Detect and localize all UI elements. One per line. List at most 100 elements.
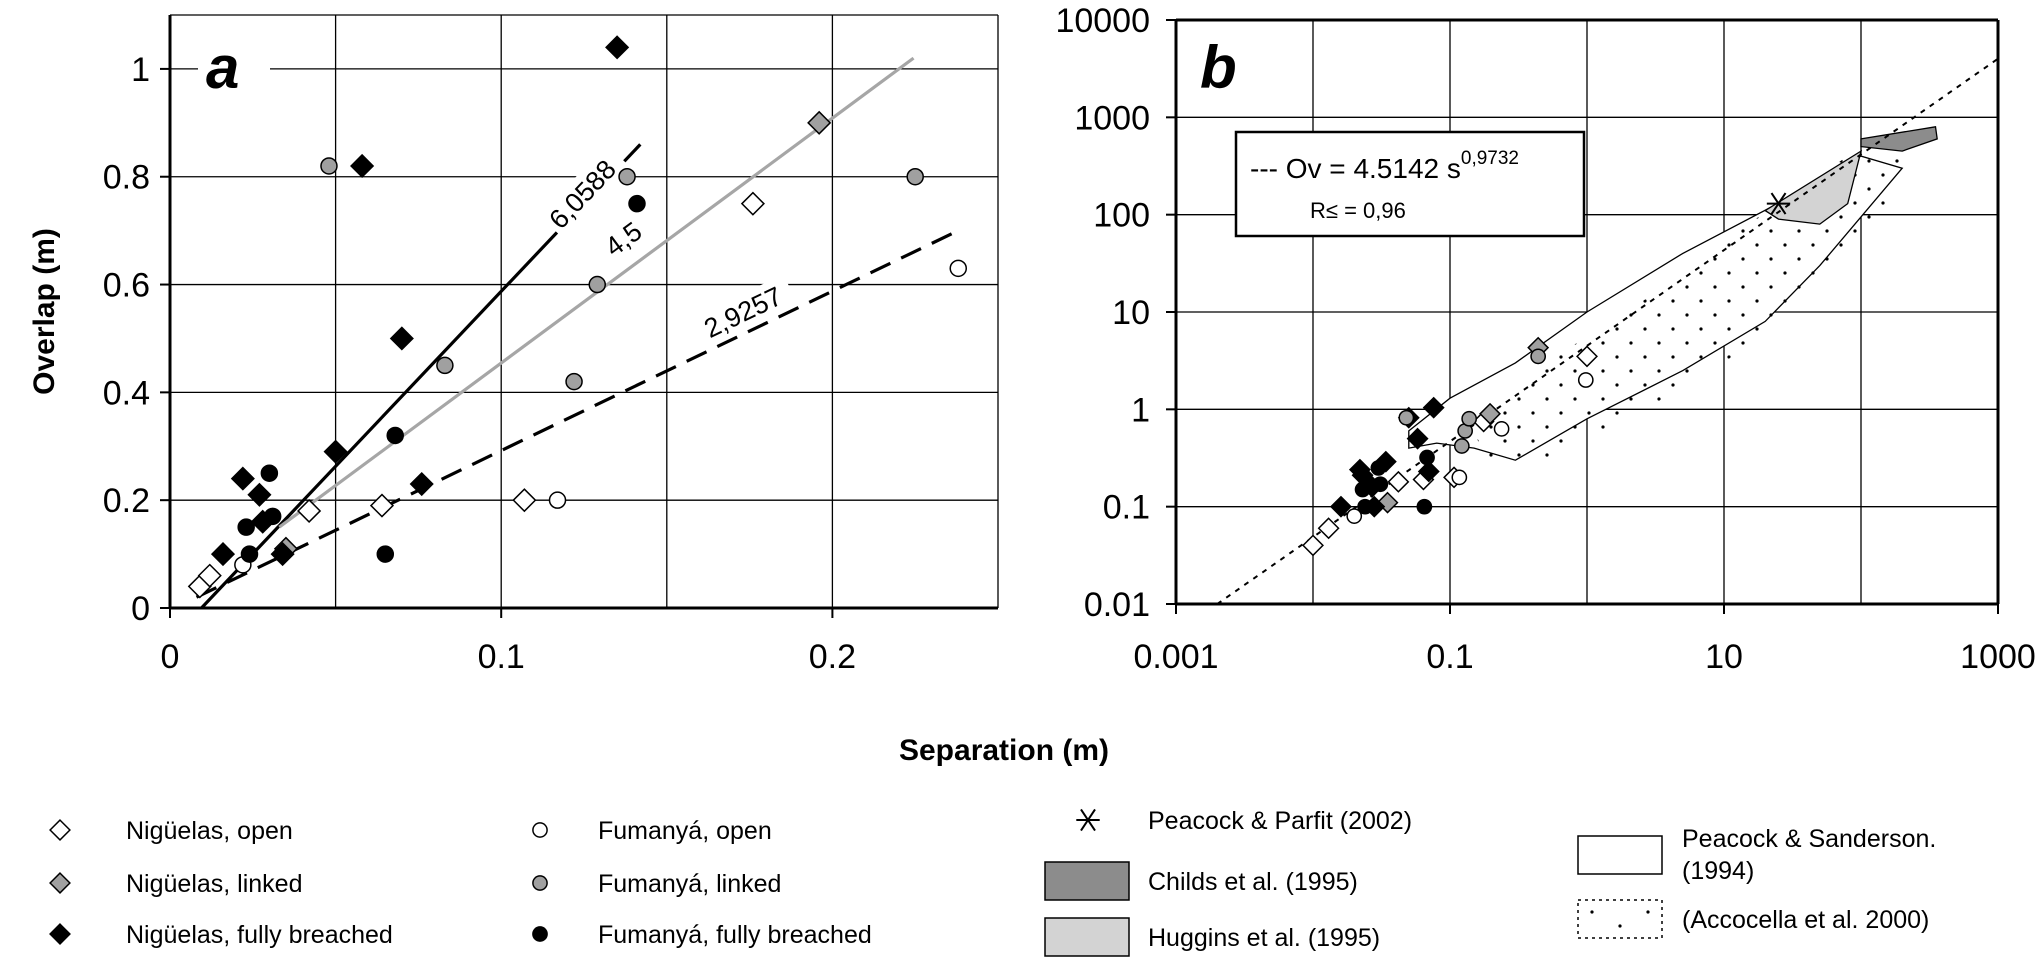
asterisk-stroke	[1770, 192, 1787, 215]
legend-marker-fumany-open	[532, 822, 548, 838]
point-nig-elas-linked	[807, 110, 832, 135]
x-tick-label: 0.2	[809, 638, 856, 676]
panel-letter: a	[206, 34, 239, 101]
point-fumany-linked	[1398, 409, 1415, 426]
swatch-dot	[1590, 910, 1594, 914]
y-tick-label: 10000	[1055, 2, 1150, 40]
y-tick-label: 0.8	[103, 159, 150, 197]
point-fumany-linked	[1530, 348, 1547, 365]
legend-label-nig-elas-open: Nigüelas, open	[126, 817, 293, 845]
point-nig-elas-fully-breached	[247, 482, 272, 507]
point-fumany-linked	[320, 157, 338, 175]
swatch-dot	[1646, 910, 1650, 914]
point-fumany-open	[1577, 372, 1594, 388]
equation-exponent: 0,9732	[1461, 148, 1519, 169]
y-tick-label: 0.4	[103, 374, 150, 412]
x-tick-label: 0	[161, 638, 180, 676]
equation-frame	[1234, 130, 1586, 238]
legend-marker-nig-elas-linked	[49, 872, 71, 894]
legend-label-peacock-sanderson: Peacock & Sanderson. (1994)	[1682, 825, 1936, 885]
slope-label-bg	[595, 207, 657, 265]
swatch-dot	[1618, 924, 1622, 928]
point-nig-elas-fully-breached	[323, 439, 348, 464]
point-nig-elas-linked	[1479, 402, 1501, 425]
point-nig-elas-fully-breached	[1374, 450, 1397, 473]
legend-label-accocella: (Accocella et al. 2000)	[1682, 906, 1929, 934]
point-fumany-fully-breached	[260, 464, 279, 482]
point-nig-elas-fully-breached	[350, 153, 375, 179]
legend-swatch	[1044, 917, 1130, 957]
point-nig-elas-open	[1576, 345, 1598, 368]
legend-marker-nig-elas-open	[49, 819, 71, 841]
y-tick-label: 1000	[1074, 99, 1150, 137]
slope-label-bg	[694, 274, 798, 346]
legend-swatch	[1577, 835, 1663, 875]
point-nig-elas-open	[1302, 534, 1324, 557]
point-fumany-linked	[1461, 410, 1478, 427]
panel-letter-bg	[1192, 28, 1272, 100]
legend-marker-peacock-parfit-2002	[1076, 808, 1100, 832]
point-fumany-fully-breached	[1354, 481, 1371, 498]
y-tick-label: 0.1	[1103, 489, 1150, 527]
legend-label-fumany-open: Fumanyá, open	[598, 817, 772, 845]
point-nig-elas-open	[297, 498, 322, 524]
y-tick-label: 0.01	[1084, 586, 1150, 624]
point-fumany-open	[1493, 421, 1510, 437]
point-nig-elas-fully-breached	[270, 542, 295, 567]
point-fumany-open	[1451, 469, 1468, 486]
point-fumany-open	[548, 491, 567, 509]
point-fumany-fully-breached	[237, 518, 255, 536]
point-nig-elas-open	[1317, 517, 1340, 540]
point-nig-elas-open	[512, 488, 537, 513]
y-tick-label: 0.6	[103, 267, 150, 305]
legend-marker-nig-elas-fully-breached	[49, 923, 71, 945]
region-childs	[1860, 126, 1938, 152]
legend-label-line2: (1994)	[1682, 857, 1754, 885]
point-nig-elas-fully-breached	[230, 466, 255, 491]
asterisk-stroke	[1080, 808, 1096, 832]
point-fumany-fully-breached	[240, 545, 259, 563]
point-nig-elas-open	[197, 563, 222, 588]
point-fumany-fully-breached	[1357, 498, 1373, 515]
point-nig-elas-fully-breached	[389, 326, 414, 351]
point-peacock-parfit-2002	[1766, 192, 1791, 215]
x-tick-label: 0.1	[478, 638, 525, 676]
point-fumany-fully-breached	[1416, 498, 1433, 515]
y-tick-label: 100	[1093, 197, 1150, 235]
point-fumany-fully-breached	[386, 426, 404, 445]
point-nig-elas-fully-breached	[409, 471, 434, 497]
y-tick-label: 1	[1131, 391, 1150, 429]
point-fumany-fully-breached	[628, 194, 646, 213]
point-nig-elas-fully-breached	[1417, 460, 1440, 483]
point-fumany-fully-breached	[1370, 460, 1387, 476]
fit-line-2-9257	[195, 229, 959, 599]
legend-label-nig-elas-linked: Nigüelas, linked	[126, 870, 303, 898]
legend-marker-fumany-fully-breached	[532, 926, 548, 942]
point-fumany-fully-breached	[1372, 476, 1389, 493]
legend: Nigüelas, open Nigüelas, linked Nigüelas, …	[49, 807, 1936, 957]
y-axis-title: Overlap (m)	[28, 228, 61, 395]
y-tick-label: 1	[131, 51, 150, 89]
legend-marker-fumany-linked	[532, 875, 548, 891]
region-accocella	[1470, 151, 1903, 468]
x-tick-label: 0.1	[1426, 638, 1473, 676]
shared-x-axis-title: Separation (m)	[899, 734, 1109, 767]
y-tick-label: 0.2	[103, 482, 150, 520]
legend-label-huggins-et-al-1995: Huggins et al. (1995)	[1148, 924, 1380, 952]
point-fumany-fully-breached	[376, 545, 395, 563]
x-tick-label: 1000	[1960, 638, 2036, 676]
point-nig-elas-fully-breached	[1406, 427, 1429, 450]
point-fumany-linked	[588, 275, 606, 294]
legend-label-nig-elas-fully-breached: Nigüelas, fully breached	[126, 921, 393, 949]
legend-label-fumany-linked: Fumanyá, linked	[598, 870, 781, 898]
legend-label-childs-et-al-1995: Childs et al. (1995)	[1148, 868, 1358, 896]
point-fumany-open	[1346, 508, 1363, 524]
equation-r2: R≤ = 0,96	[1310, 198, 1406, 223]
point-fumany-open	[949, 259, 968, 278]
legend-swatch	[1577, 899, 1663, 939]
legend-label-fumany-fully-breached: Fumanyá, fully breached	[598, 921, 872, 949]
point-nig-elas-fully-breached	[605, 35, 630, 60]
